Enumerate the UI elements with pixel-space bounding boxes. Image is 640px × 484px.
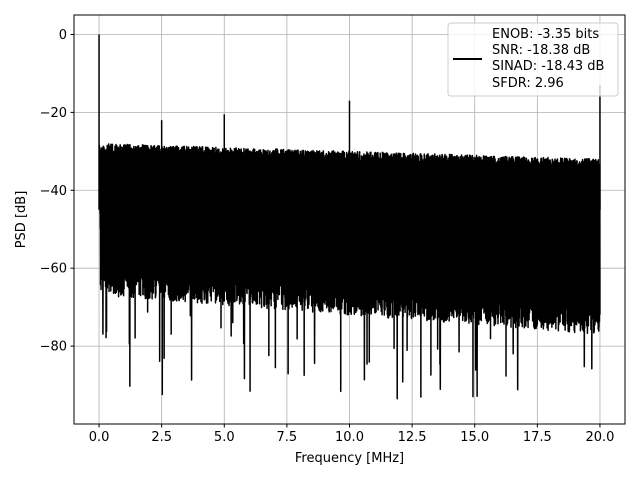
y-tick-label: −20	[40, 106, 67, 121]
x-axis-label: Frequency [MHz]	[295, 451, 404, 466]
x-tick-label: 12.5	[398, 430, 427, 445]
x-tick-label: 17.5	[523, 430, 552, 445]
x-tick-label: 2.5	[151, 430, 172, 445]
y-tick-label: −40	[40, 184, 67, 199]
legend-sinad: SINAD: -18.43 dB	[492, 59, 604, 74]
x-tick-label: 7.5	[277, 430, 298, 445]
y-axis-label: PSD [dB]	[14, 191, 29, 249]
x-tick-label: 5.0	[214, 430, 235, 445]
y-tick-label: −60	[40, 262, 67, 277]
y-tick-label: 0	[59, 28, 67, 43]
legend-box	[447, 22, 619, 97]
legend-enob: ENOB: -3.35 bits	[492, 27, 599, 42]
ticks: 0.0 2.5 5.0 7.5 10.0 12.5 15.0 17.5 20.0 0 −20 −40 −…	[40, 28, 615, 445]
plot-area	[98, 34, 601, 400]
x-tick-label: 20.0	[585, 430, 614, 445]
x-tick-label: 10.0	[335, 430, 364, 445]
legend-snr: SNR: -18.38 dB	[492, 43, 590, 58]
legend: ENOB: -3.35 bits SNR: -18.38 dB SINAD: -…	[447, 22, 619, 97]
x-tick-label: 0.0	[89, 430, 110, 445]
x-tick-label: 15.0	[460, 430, 489, 445]
y-tick-label: −80	[40, 340, 67, 355]
psd-trace	[98, 143, 601, 400]
legend-sfdr: SFDR: 2.96	[492, 76, 564, 91]
